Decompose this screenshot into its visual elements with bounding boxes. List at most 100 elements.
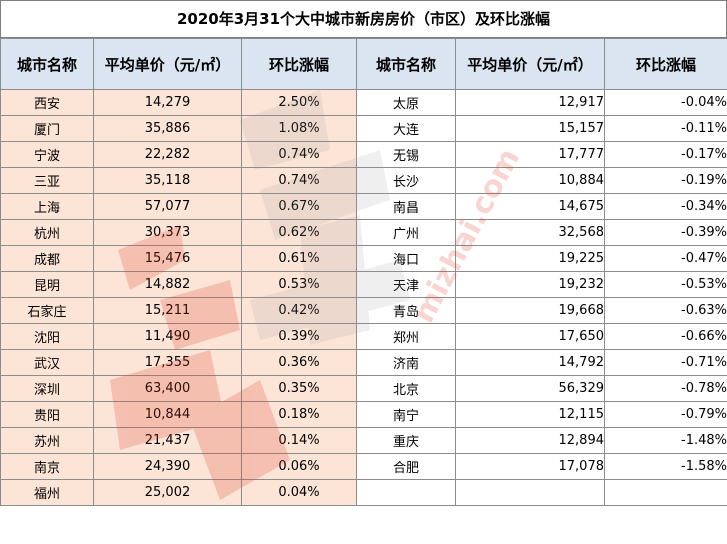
city-name-cell: 天津 bbox=[356, 271, 456, 298]
city-name-cell: 昆明 bbox=[0, 271, 94, 298]
change-cell: 0.74% bbox=[241, 141, 357, 168]
change-cell: -0.79% bbox=[604, 401, 727, 428]
city-name-cell: 郑州 bbox=[356, 323, 456, 350]
price-cell: 11,490 bbox=[93, 323, 242, 350]
change-cell: -0.66% bbox=[604, 323, 727, 350]
change-cell: 0.42% bbox=[241, 297, 357, 324]
table-row: 杭州 30,373 0.62% 广州 32,568 -0.39% bbox=[0, 219, 727, 246]
price-cell: 12,115 bbox=[455, 401, 605, 428]
table-row: 南京 24,390 0.06% 合肥 17,078 -1.58% bbox=[0, 453, 727, 480]
price-cell: 17,650 bbox=[455, 323, 605, 350]
header-city-left: 城市名称 bbox=[0, 38, 94, 90]
city-name-cell: 厦门 bbox=[0, 115, 94, 142]
table-row: 福州 25,002 0.04% bbox=[0, 479, 727, 506]
city-name-cell: 沈阳 bbox=[0, 323, 94, 350]
price-cell: 17,078 bbox=[455, 453, 605, 480]
city-name-cell: 南京 bbox=[0, 453, 94, 480]
change-cell: -0.53% bbox=[604, 271, 727, 298]
city-name-cell: 无锡 bbox=[356, 141, 456, 168]
price-cell: 15,211 bbox=[93, 297, 242, 324]
price-cell: 14,792 bbox=[455, 349, 605, 376]
change-cell: -0.11% bbox=[604, 115, 727, 142]
change-cell: -0.39% bbox=[604, 219, 727, 246]
city-name-cell: 太原 bbox=[356, 89, 456, 116]
city-name-cell: 武汉 bbox=[0, 349, 94, 376]
empty-cell bbox=[455, 479, 605, 506]
price-cell: 15,157 bbox=[455, 115, 605, 142]
change-cell: -0.63% bbox=[604, 297, 727, 324]
price-cell: 35,118 bbox=[93, 167, 242, 194]
table-row: 昆明 14,882 0.53% 天津 19,232 -0.53% bbox=[0, 271, 727, 298]
header-row: 城市名称 平均单价（元/㎡） 环比涨幅 城市名称 平均单价（元/㎡） 环比涨幅 bbox=[0, 38, 727, 90]
city-name-cell: 广州 bbox=[356, 219, 456, 246]
price-cell: 12,894 bbox=[455, 427, 605, 454]
price-cell: 14,882 bbox=[93, 271, 242, 298]
city-name-cell: 深圳 bbox=[0, 375, 94, 402]
city-name-cell: 石家庄 bbox=[0, 297, 94, 324]
price-cell: 15,476 bbox=[93, 245, 242, 272]
city-name-cell: 福州 bbox=[0, 479, 94, 506]
table-row: 贵阳 10,844 0.18% 南宁 12,115 -0.79% bbox=[0, 401, 727, 428]
price-cell: 57,077 bbox=[93, 193, 242, 220]
change-cell: 0.39% bbox=[241, 323, 357, 350]
price-cell: 12,917 bbox=[455, 89, 605, 116]
city-name-cell: 济南 bbox=[356, 349, 456, 376]
change-cell: 2.50% bbox=[241, 89, 357, 116]
city-name-cell: 三亚 bbox=[0, 167, 94, 194]
price-cell: 30,373 bbox=[93, 219, 242, 246]
change-cell: -0.47% bbox=[604, 245, 727, 272]
table-row: 厦门 35,886 1.08% 大连 15,157 -0.11% bbox=[0, 115, 727, 142]
city-name-cell: 合肥 bbox=[356, 453, 456, 480]
change-cell: 1.08% bbox=[241, 115, 357, 142]
price-cell: 17,777 bbox=[455, 141, 605, 168]
change-cell: -0.71% bbox=[604, 349, 727, 376]
change-cell: 0.62% bbox=[241, 219, 357, 246]
price-cell: 10,844 bbox=[93, 401, 242, 428]
change-cell: -0.34% bbox=[604, 193, 727, 220]
header-price-right: 平均单价（元/㎡） bbox=[455, 38, 605, 90]
city-name-cell: 青岛 bbox=[356, 297, 456, 324]
change-cell: 0.14% bbox=[241, 427, 357, 454]
table-row: 沈阳 11,490 0.39% 郑州 17,650 -0.66% bbox=[0, 323, 727, 350]
price-cell: 19,668 bbox=[455, 297, 605, 324]
change-cell: 0.35% bbox=[241, 375, 357, 402]
change-cell: -1.48% bbox=[604, 427, 727, 454]
price-cell: 25,002 bbox=[93, 479, 242, 506]
price-cell: 24,390 bbox=[93, 453, 242, 480]
table-row: 西安 14,279 2.50% 太原 12,917 -0.04% bbox=[0, 89, 727, 116]
table-title: 2020年3月31个大中城市新房房价（市区）及环比涨幅 bbox=[0, 0, 727, 38]
empty-cell bbox=[356, 479, 456, 506]
city-name-cell: 北京 bbox=[356, 375, 456, 402]
city-name-cell: 南昌 bbox=[356, 193, 456, 220]
change-cell: -0.04% bbox=[604, 89, 727, 116]
city-name-cell: 贵阳 bbox=[0, 401, 94, 428]
change-cell: 0.06% bbox=[241, 453, 357, 480]
table-row: 上海 57,077 0.67% 南昌 14,675 -0.34% bbox=[0, 193, 727, 220]
price-cell: 35,886 bbox=[93, 115, 242, 142]
change-cell: -0.19% bbox=[604, 167, 727, 194]
city-name-cell: 杭州 bbox=[0, 219, 94, 246]
city-name-cell: 西安 bbox=[0, 89, 94, 116]
change-cell: 0.53% bbox=[241, 271, 357, 298]
price-cell: 63,400 bbox=[93, 375, 242, 402]
price-cell: 22,282 bbox=[93, 141, 242, 168]
city-name-cell: 长沙 bbox=[356, 167, 456, 194]
table-row: 武汉 17,355 0.36% 济南 14,792 -0.71% bbox=[0, 349, 727, 376]
price-cell: 21,437 bbox=[93, 427, 242, 454]
table-row: 宁波 22,282 0.74% 无锡 17,777 -0.17% bbox=[0, 141, 727, 168]
price-cell: 14,675 bbox=[455, 193, 605, 220]
header-change-left: 环比涨幅 bbox=[241, 38, 357, 90]
city-name-cell: 海口 bbox=[356, 245, 456, 272]
city-name-cell: 苏州 bbox=[0, 427, 94, 454]
price-cell: 19,232 bbox=[455, 271, 605, 298]
table-row: 深圳 63,400 0.35% 北京 56,329 -0.78% bbox=[0, 375, 727, 402]
city-name-cell: 成都 bbox=[0, 245, 94, 272]
change-cell: 0.18% bbox=[241, 401, 357, 428]
price-cell: 10,884 bbox=[455, 167, 605, 194]
change-cell: -0.17% bbox=[604, 141, 727, 168]
header-price-left: 平均单价（元/㎡） bbox=[93, 38, 242, 90]
table-row: 石家庄 15,211 0.42% 青岛 19,668 -0.63% bbox=[0, 297, 727, 324]
table-row: 三亚 35,118 0.74% 长沙 10,884 -0.19% bbox=[0, 167, 727, 194]
change-cell: 0.74% bbox=[241, 167, 357, 194]
price-cell: 56,329 bbox=[455, 375, 605, 402]
